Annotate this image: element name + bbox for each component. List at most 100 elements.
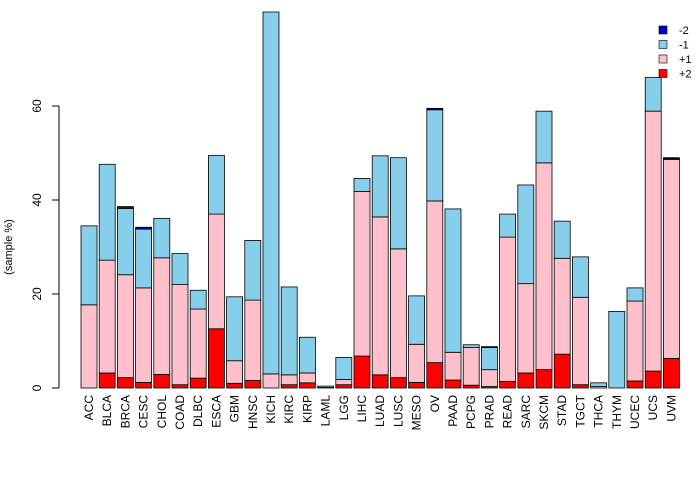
bar-segment — [389, 157, 407, 250]
bar-segment — [280, 384, 298, 389]
bar-segment — [663, 157, 680, 160]
bar-segment — [117, 208, 134, 276]
bar-segment — [189, 308, 207, 379]
bar-segment — [371, 374, 389, 389]
bar-segment — [80, 225, 98, 306]
y-axis: 0 20 40 60 — [30, 99, 60, 391]
x-tick-label: LUSC — [391, 395, 405, 427]
bar-segment — [98, 163, 116, 261]
x-tick-label: LAML — [319, 395, 333, 427]
bar-segment — [644, 110, 662, 372]
bar-segment — [189, 377, 207, 389]
legend: -2 -1 +1 +2 — [658, 25, 692, 81]
bar-segment — [80, 304, 98, 389]
bar-segment — [298, 372, 316, 384]
bar-segment — [226, 296, 244, 362]
bar-segment — [408, 381, 426, 389]
x-tick-label: UVM — [664, 395, 678, 422]
bar-segment — [207, 328, 225, 389]
x-tick-label: TGCT — [573, 394, 587, 427]
bar-segment — [535, 162, 553, 371]
y-axis-title: (sample %) — [3, 219, 15, 275]
bar-segment — [262, 11, 280, 375]
bar-segment — [480, 369, 498, 387]
bar-segment — [663, 357, 680, 389]
x-tick-label: ESCA — [209, 395, 223, 428]
bar-segment — [426, 200, 444, 364]
bar-segment — [135, 226, 153, 230]
bar-segment — [553, 220, 571, 259]
bar-segment — [426, 109, 444, 202]
bar-segment — [335, 357, 353, 380]
bar-segment — [426, 362, 444, 389]
bar-segment — [280, 286, 298, 376]
bar-segment — [244, 240, 262, 301]
legend-swatch — [658, 40, 668, 49]
bar-segment — [499, 381, 517, 389]
bar-segment — [153, 373, 171, 389]
bar-segment — [517, 372, 535, 389]
x-tick-label: PAAD — [446, 395, 460, 427]
y-tick-label: 60 — [30, 99, 44, 113]
x-tick-label: LIHC — [355, 395, 369, 423]
bar-segment — [335, 379, 353, 386]
y-tick-label: 20 — [30, 287, 44, 301]
bar-segment — [517, 184, 535, 285]
legend-swatch — [658, 25, 668, 35]
bar-segment — [553, 257, 571, 355]
bar-segment — [280, 374, 298, 386]
bar-segment — [444, 351, 462, 381]
x-tick-label: PCPG — [464, 395, 478, 429]
bar-segment — [572, 384, 589, 389]
bar-segment — [262, 373, 280, 389]
x-tick-label: BRCA — [118, 395, 132, 428]
bar-segment — [226, 360, 244, 384]
bar-segment — [535, 369, 553, 389]
bar-segment — [462, 344, 480, 348]
bar-segment — [371, 216, 389, 376]
bar-segment — [153, 217, 171, 259]
x-tick-label: LGG — [337, 395, 351, 420]
x-tick-label: THYM — [610, 395, 624, 429]
bar-segment — [408, 295, 426, 345]
bar-segment — [171, 284, 189, 386]
bar-segment — [244, 380, 262, 389]
x-tick-label: KIRC — [282, 395, 296, 424]
bar-segment — [171, 384, 189, 389]
bar-segment — [535, 110, 553, 164]
bar-segment — [226, 382, 244, 389]
x-tick-label: THCA — [592, 395, 606, 428]
bar-segment — [626, 287, 644, 302]
legend-swatch — [658, 69, 668, 78]
bar-segment — [98, 372, 116, 389]
x-tick-label: LUAD — [373, 395, 387, 427]
legend-swatch — [658, 54, 668, 64]
bar-segment — [117, 206, 134, 209]
x-tick-label: CHOL — [155, 395, 169, 429]
x-tick-label: STAD — [555, 395, 569, 426]
x-axis-labels: ACC BLCA BRCA CESC CHOL COAD DLBC ESCA GBM HNSC KI… — [82, 394, 678, 430]
legend-label: +1 — [679, 54, 692, 66]
legend-label: -2 — [679, 25, 689, 37]
bar-segment — [135, 287, 153, 383]
legend-label: -1 — [679, 40, 689, 52]
bar-segment — [608, 310, 626, 389]
bar-segment — [389, 248, 407, 379]
y-tick-label: 0 — [30, 384, 44, 391]
x-tick-label: BLCA — [100, 395, 114, 426]
x-tick-label: OV — [428, 395, 442, 412]
bar-segment — [480, 346, 498, 348]
x-tick-label: CESC — [137, 395, 151, 429]
bar-segment — [371, 155, 389, 218]
bar-segment — [462, 347, 480, 386]
bar-segment — [317, 385, 335, 388]
x-tick-label: COAD — [173, 395, 187, 430]
x-tick-label: DLBC — [191, 395, 205, 427]
x-tick-label: KICH — [264, 395, 278, 424]
bar-segment — [389, 377, 407, 389]
bar-segment — [644, 76, 662, 112]
x-tick-label: KIRP — [300, 395, 314, 423]
x-tick-label: READ — [501, 395, 515, 429]
bar-segment — [353, 355, 371, 389]
bar-segment — [135, 228, 153, 289]
